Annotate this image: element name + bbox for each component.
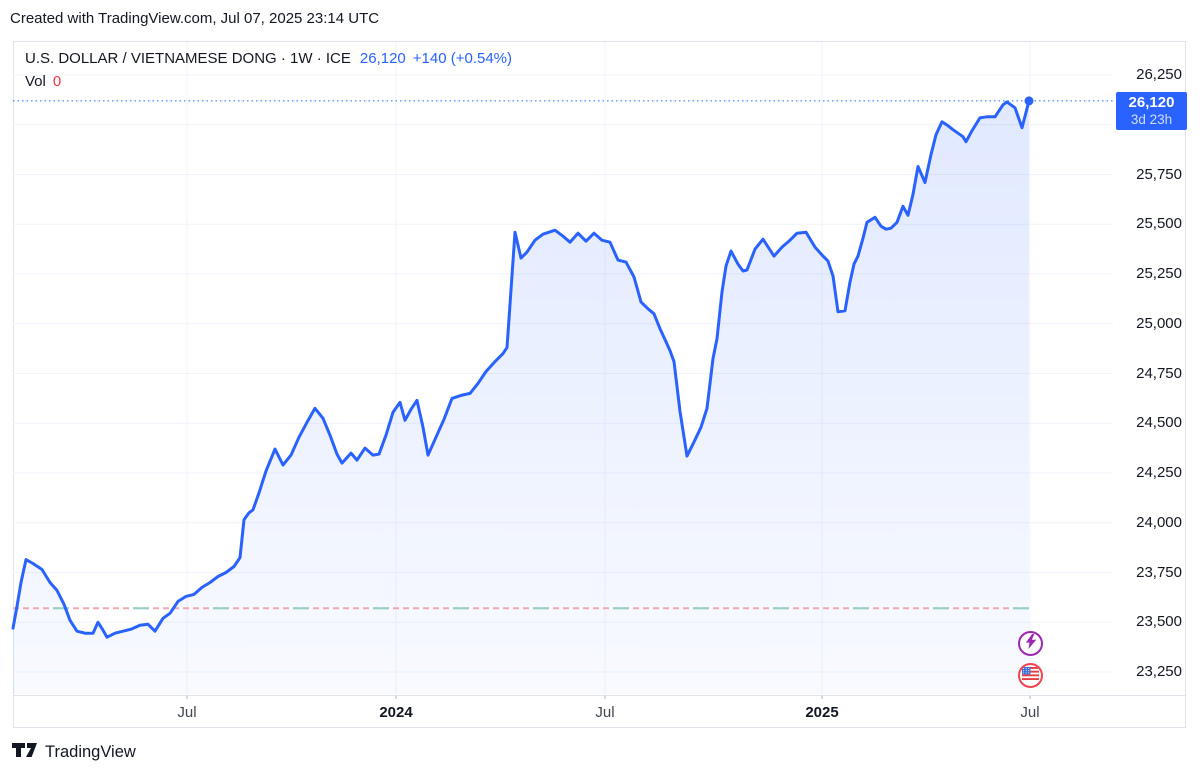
- time-axis-label: Jul: [595, 704, 615, 721]
- volume-value: 0: [52, 73, 62, 90]
- attribution-text: Created with TradingView.com, Jul 07, 20…: [10, 10, 380, 27]
- time-axis-label: 2024: [379, 704, 413, 721]
- badge-countdown: 3d 23h: [1130, 112, 1173, 127]
- tradingview-logo-icon: [12, 742, 37, 763]
- price-axis-label: 24,000: [1136, 513, 1182, 531]
- time-axis-label: Jul: [177, 704, 197, 721]
- time-axis-label: 2025: [805, 704, 839, 721]
- price-line: [11, 99, 1031, 639]
- price-axis-label: 25,500: [1136, 215, 1182, 233]
- chart-pane[interactable]: [13, 41, 1113, 695]
- us-events-button[interactable]: [1018, 663, 1043, 688]
- badge-price: 26,120: [1128, 94, 1175, 111]
- price-axis-label: 24,500: [1136, 414, 1182, 432]
- last-price-badge[interactable]: 26,120 3d 23h: [1116, 92, 1187, 130]
- legend-row-volume: Vol 0: [25, 71, 512, 93]
- lightning-icon: [1025, 633, 1037, 654]
- time-scale[interactable]: Jul 2024 Jul 2025 Jul: [13, 695, 1186, 728]
- area-fill: [13, 100, 1029, 694]
- price-axis-label: 25,750: [1136, 165, 1182, 183]
- price-axis-label: 26,250: [1136, 66, 1182, 83]
- tradingview-logo-link[interactable]: TradingView: [12, 742, 136, 763]
- economic-event-button[interactable]: [1018, 631, 1043, 656]
- price-axis-label: 25,250: [1136, 265, 1182, 282]
- price-axis-label: 25,000: [1136, 314, 1182, 332]
- tradingview-brand-text: TradingView: [45, 743, 136, 761]
- legend-row-title: U.S. DOLLAR / VIETNAMESE DONG · 1W · ICE…: [25, 48, 512, 70]
- symbol-title[interactable]: U.S. DOLLAR / VIETNAMESE DONG · 1W · ICE: [25, 50, 351, 67]
- price-axis-label: 23,750: [1136, 563, 1182, 581]
- time-axis-label: Jul: [1020, 704, 1040, 721]
- us-flag-icon: [1022, 666, 1039, 685]
- volume-label: Vol: [25, 73, 46, 90]
- last-price: 26,120: [359, 50, 406, 67]
- price-axis-label: 23,250: [1136, 663, 1182, 680]
- last-point-dot: [1024, 96, 1034, 106]
- price-axis-label: 24,250: [1136, 464, 1182, 481]
- symbol-legend[interactable]: U.S. DOLLAR / VIETNAMESE DONG · 1W · ICE…: [25, 48, 512, 93]
- price-axis-label: 23,500: [1136, 613, 1182, 631]
- price-axis-label: 24,750: [1136, 364, 1182, 382]
- price-change: +140 (+0.54%): [412, 50, 513, 67]
- price-scale[interactable]: 26,250 25,750 25,500 25,250 25,000 24,750 24,5…: [1113, 41, 1186, 695]
